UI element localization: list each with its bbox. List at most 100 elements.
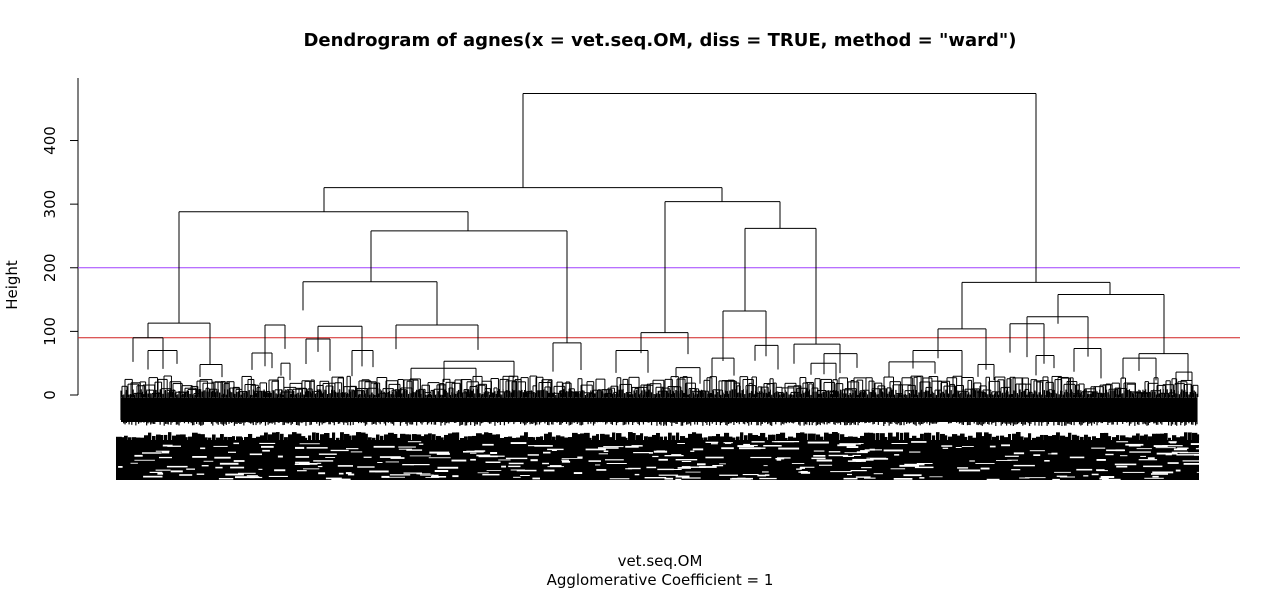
leaf-label-gap xyxy=(658,458,668,461)
leaf-label-edge xyxy=(484,432,489,440)
leaf-label-edge xyxy=(508,436,513,440)
leaf-label-gap xyxy=(482,473,500,476)
leaf-label-gap xyxy=(652,455,659,458)
leaf-label-edge xyxy=(728,436,733,440)
leaf-label-edge xyxy=(284,437,288,440)
leaf-label-edge xyxy=(700,437,704,440)
leaf-label-gap xyxy=(929,476,943,478)
leaf-label-edge xyxy=(824,432,829,440)
leaf-label-edge xyxy=(832,432,838,440)
leaf-label-edge xyxy=(964,436,968,440)
leaf-label-edge xyxy=(232,436,236,440)
leaf-label-gap xyxy=(1051,452,1058,455)
leaf-label-edge xyxy=(264,432,268,440)
leaf-label-edge xyxy=(676,432,680,440)
leaf-label-gap xyxy=(819,464,833,466)
leaf-label-gap xyxy=(268,475,288,477)
leaf-label-gap xyxy=(1099,477,1109,480)
leaf-label-edge xyxy=(1128,437,1133,440)
leaf-label-gap xyxy=(501,465,506,468)
leaf-label-edge xyxy=(932,435,936,440)
leaf-label-gap xyxy=(246,475,258,477)
leaf-label-edge xyxy=(752,434,758,440)
leaf-label-gap xyxy=(771,441,780,443)
leaf-label-gap xyxy=(230,466,245,469)
leaf-label-edge xyxy=(1012,433,1018,440)
leaf-label-edge xyxy=(164,434,168,440)
leaf-label-edge xyxy=(888,432,893,440)
leaf-label-edge xyxy=(1096,437,1101,440)
leaf-label-edge xyxy=(116,436,122,440)
leaf-labels-block xyxy=(116,440,1199,480)
leaf-label-gap xyxy=(904,463,925,466)
leaf-label-edge xyxy=(628,432,633,440)
leaf-label-edge xyxy=(160,435,164,440)
leaf-label-gap xyxy=(1096,469,1105,471)
leaf-label-gap xyxy=(653,450,668,453)
leaf-label-edge xyxy=(1004,437,1010,440)
leaf-label-gap xyxy=(516,469,537,472)
leaf-label-gap xyxy=(561,458,583,459)
y-tick-label: 200 xyxy=(41,253,59,282)
leaf-label-edge xyxy=(348,435,352,440)
leaf-label-gap xyxy=(375,470,382,473)
leaf-label-gap xyxy=(318,453,337,455)
leaf-label-gap xyxy=(813,455,826,457)
leaf-label-gap xyxy=(1052,478,1060,480)
leaf-label-gap xyxy=(510,442,527,444)
leaf-label-gap xyxy=(294,463,310,465)
leaf-label-edge xyxy=(648,436,654,440)
leaf-label-edge xyxy=(404,434,409,440)
leaf-label-gap xyxy=(847,473,852,476)
leaf-label-edge xyxy=(1072,434,1077,440)
leaf-label-gap xyxy=(249,453,262,456)
leaf-label-gap xyxy=(385,461,399,463)
leaf-label-edge xyxy=(684,437,689,440)
leaf-label-gap xyxy=(864,449,882,451)
leaf-label-gap xyxy=(1125,443,1144,446)
leaf-label-gap xyxy=(1044,460,1050,462)
leaf-label-gap xyxy=(743,443,750,446)
leaf-label-gap xyxy=(894,454,900,456)
leaf-label-edge xyxy=(1016,432,1021,440)
leaf-label-gap xyxy=(261,445,274,448)
leaf-label-edge xyxy=(820,436,824,440)
leaf-label-gap xyxy=(159,456,172,459)
leaf-label-gap xyxy=(213,445,228,447)
leaf-label-edge xyxy=(1188,432,1192,440)
leaf-label-gap xyxy=(225,473,244,476)
leaf-label-gap xyxy=(299,443,320,445)
leaf-label-gap xyxy=(843,477,858,480)
leaf-label-edge xyxy=(360,432,366,440)
leaf-label-edge xyxy=(364,433,368,440)
leaf-label-gap xyxy=(605,459,624,461)
leaf-label-gap xyxy=(451,459,467,462)
leaf-label-gap xyxy=(1144,477,1164,479)
leaf-label-edge xyxy=(276,432,280,440)
leaf-label-edge xyxy=(496,434,500,440)
leaf-label-gap xyxy=(818,459,827,462)
leaf-label-edge xyxy=(480,434,486,440)
leaf-label-gap xyxy=(883,449,903,452)
leaf-label-gap xyxy=(677,467,691,469)
leaf-label-gap xyxy=(1179,452,1201,454)
leaf-label-edge xyxy=(400,433,406,440)
leaf-label-gap xyxy=(664,477,674,480)
leaf-label-gap xyxy=(1140,455,1146,457)
leaf-label-gap xyxy=(482,443,494,446)
leaf-label-gap xyxy=(1129,451,1151,453)
cut-lines xyxy=(78,267,1240,339)
leaf-label-gap xyxy=(828,454,849,457)
leaf-label-gap xyxy=(470,458,476,461)
leaf-label-edge xyxy=(1028,433,1032,440)
leaf-label-edge xyxy=(448,433,453,440)
leaf-label-gap xyxy=(561,459,569,461)
leaf-label-edge xyxy=(440,437,444,440)
leaf-label-edge xyxy=(1064,436,1069,440)
leaf-label-gap xyxy=(434,470,449,472)
leaf-label-edge xyxy=(452,432,458,440)
leaf-label-gap xyxy=(1116,465,1128,468)
leaf-label-gap xyxy=(1114,463,1137,466)
leaf-label-gap xyxy=(258,468,263,470)
agglomerative-coefficient: Agglomerative Coefficient = 1 xyxy=(547,571,774,589)
